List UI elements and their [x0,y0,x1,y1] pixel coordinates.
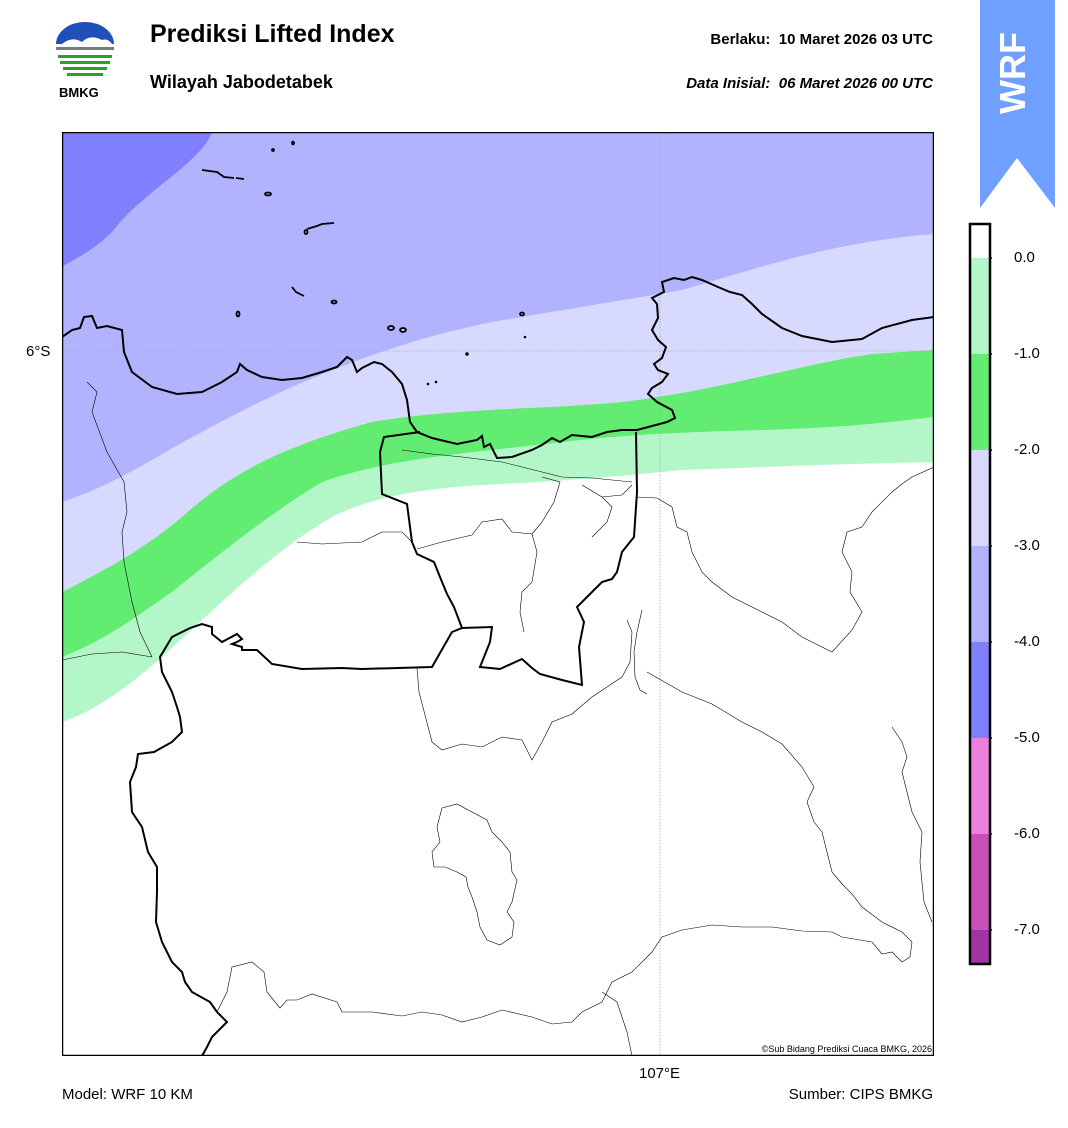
copyright-mark: ©Sub Bidang Prediksi Cuaca BMKG, 2026 [762,1044,932,1054]
province-boundary-banten [128,622,463,1056]
colorbar-tick-label: 0.0 [1014,249,1035,266]
colorbar-tick-label: -7.0 [1014,921,1040,938]
logo-label: BMKG [59,85,99,100]
small-islets [426,335,527,386]
thousand-islands [201,140,525,333]
colorbar-tick-label: -2.0 [1014,441,1040,458]
wrf-badge [980,0,1055,208]
colorbar-segment [970,642,990,738]
colorbar-segment [970,354,990,450]
colorbar [968,222,992,966]
colorbar-tick-label: -6.0 [1014,825,1040,842]
model-label: Model: WRF 10 KM [62,1086,193,1103]
colorbar-tick-label: -4.0 [1014,633,1040,650]
colorbar-tick-label: -5.0 [1014,729,1040,746]
colorbar-segment [970,450,990,546]
bmkg-logo-icon [56,22,114,76]
latitude-label: 6°S [26,343,51,360]
valid-time-label: Berlaku: 10 Maret 2026 03 UTC [710,31,933,48]
colorbar-tick-label: -3.0 [1014,537,1040,554]
forecast-map: ©Sub Bidang Prediksi Cuaca BMKG, 2026 [62,132,934,1056]
region-subtitle: Wilayah Jabodetabek [150,72,333,92]
colorbar-segment [970,738,990,834]
colorbar-frame [968,222,992,966]
colorbar-tick-label: -1.0 [1014,345,1040,362]
contour-band-positive [62,462,934,1056]
source-label: Sumber: CIPS BMKG [788,1086,933,1103]
colorbar-segment [970,224,990,258]
initial-data-label: Data Inisial: 06 Maret 2026 00 UTC [686,75,933,92]
colorbar-segment [970,258,990,354]
page-title: Prediksi Lifted Index [150,20,395,48]
wrf-badge-label: WRF [992,32,1033,114]
longitude-label: 107°E [639,1065,681,1082]
contour-band-4-to-5 [62,132,212,267]
colorbar-segment [970,546,990,642]
coastline [62,275,934,460]
colorbar-segment [970,930,990,964]
colorbar-segment [970,834,990,930]
district-boundaries [62,381,934,1056]
